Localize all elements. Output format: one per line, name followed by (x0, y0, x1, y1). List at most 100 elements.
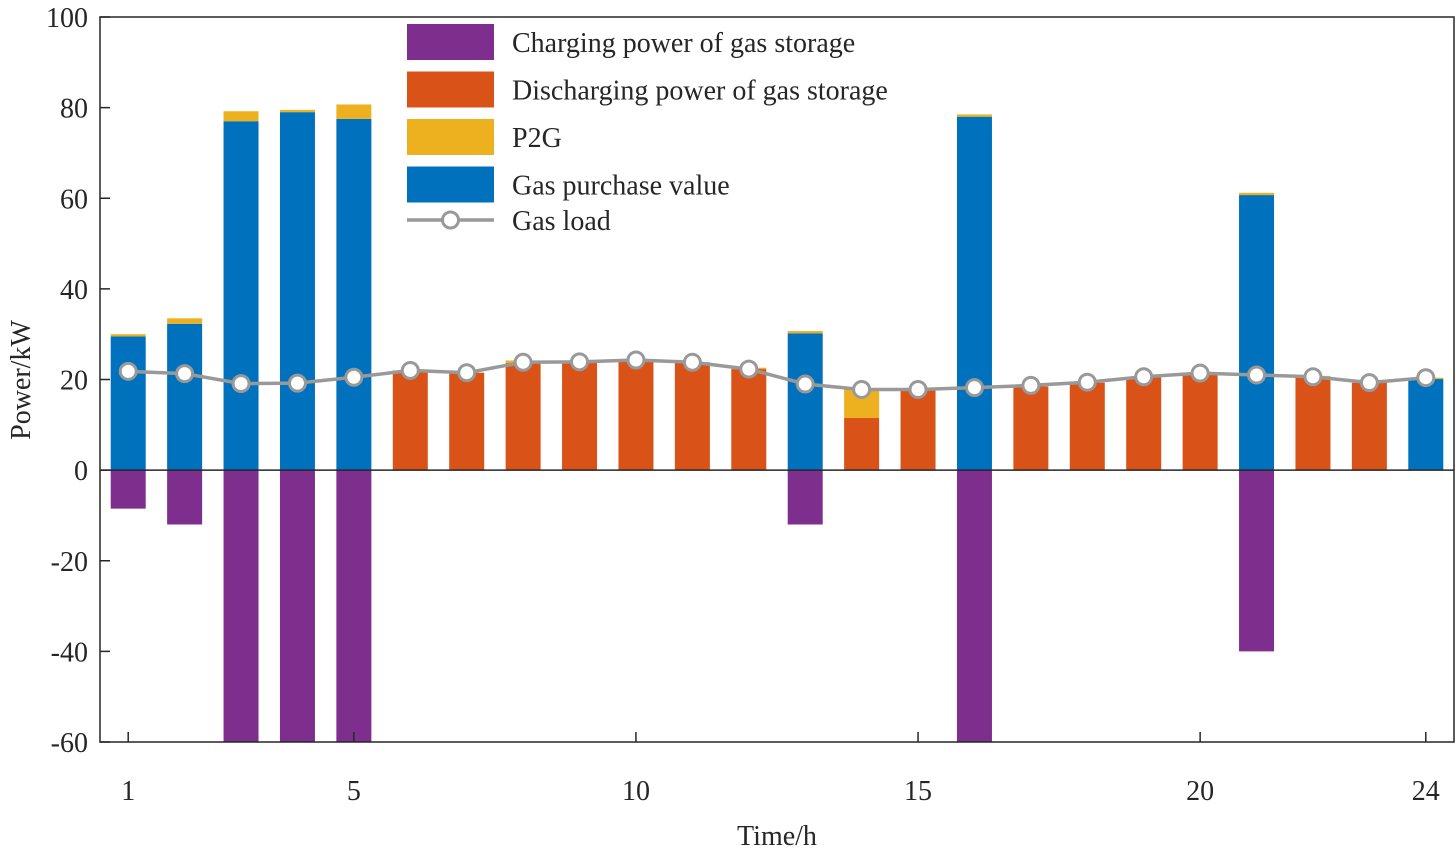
gas-load-point-11 (682, 352, 702, 372)
bar-gas-purchase-value-2 (167, 323, 203, 471)
bars-layer (110, 104, 1444, 742)
bar-discharging-power-of-gas-storage-22 (1295, 377, 1331, 471)
x-tick-label: 10 (622, 776, 650, 807)
legend-entry-gas-purchase-value: Gas purchase value (407, 166, 730, 203)
y-tick-label: -20 (51, 547, 88, 578)
y-tick-label: 100 (46, 3, 88, 34)
bar-discharging-power-of-gas-storage-17 (1013, 386, 1049, 471)
bar-discharging-power-of-gas-storage-23 (1351, 382, 1387, 471)
gas-load-point-14 (852, 379, 872, 399)
bar-gas-purchase-value-21 (1239, 195, 1275, 471)
bar-discharging-power-of-gas-storage-20 (1182, 373, 1218, 471)
bar-p2g-4 (279, 109, 315, 113)
gas-load-point-10 (626, 350, 646, 370)
gas-load-point-6 (400, 360, 420, 380)
bar-gas-purchase-value-16 (956, 116, 992, 471)
legend-label-charging-power-of-gas-storage: Charging power of gas storage (512, 28, 855, 59)
legend-swatch-charging-power-of-gas-storage (407, 24, 494, 60)
bar-gas-purchase-value-3 (223, 121, 259, 471)
y-axis-ticks: -60 -40 -20 0 20 40 60 80 100 (46, 3, 110, 759)
gas-load-point-8 (513, 352, 533, 372)
bar-charging-power-of-gas-storage-1 (110, 470, 146, 509)
gas-load-point-12 (739, 359, 759, 379)
legend-entry-discharging-power-of-gas-storage: Discharging power of gas storage (407, 71, 888, 108)
bar-charging-power-of-gas-storage-16 (956, 470, 992, 742)
gas-load-point-9 (570, 352, 590, 372)
x-tick-label: 15 (904, 776, 932, 807)
gas-load-point-15 (908, 379, 928, 399)
x-tick-label: 20 (1186, 776, 1214, 807)
bar-p2g-21 (1239, 192, 1275, 196)
x-axis-ticks: 1 5 10 15 20 24 (121, 732, 1440, 807)
legend-entry-p2g: P2G (407, 119, 562, 155)
legend-label-discharging-power-of-gas-storage: Discharging power of gas storage (512, 76, 888, 107)
gas-load-point-3 (231, 374, 251, 394)
bar-charging-power-of-gas-storage-13 (787, 470, 823, 525)
y-tick-label: -40 (51, 637, 88, 668)
y-tick-label: 0 (74, 456, 88, 487)
legend-swatch-p2g (407, 119, 494, 155)
gas-load-point-2 (175, 364, 195, 384)
bar-p2g-16 (956, 114, 992, 117)
legend-swatch-discharging-power-of-gas-storage (407, 71, 494, 108)
gas-load-point-22 (1303, 367, 1323, 387)
gas-load-point-16 (964, 378, 984, 398)
bar-discharging-power-of-gas-storage-15 (900, 389, 936, 471)
y-tick-label: 60 (60, 184, 88, 215)
legend-label-p2g: P2G (512, 123, 562, 154)
bar-charging-power-of-gas-storage-5 (336, 470, 372, 742)
bar-charging-power-of-gas-storage-3 (223, 470, 259, 742)
bar-gas-purchase-value-1 (110, 336, 146, 471)
bar-gas-purchase-value-24 (1408, 379, 1444, 471)
bar-discharging-power-of-gas-storage-14 (844, 418, 880, 471)
gas-load-point-24 (1416, 368, 1436, 388)
gas-load-point-19 (1134, 367, 1154, 387)
bar-gas-purchase-value-13 (787, 333, 823, 471)
bar-discharging-power-of-gas-storage-18 (1069, 382, 1105, 471)
bar-p2g-5 (336, 104, 372, 119)
bar-charging-power-of-gas-storage-4 (279, 470, 315, 742)
bar-discharging-power-of-gas-storage-6 (392, 370, 428, 471)
y-tick-label: 20 (60, 366, 88, 397)
gas-load-point-13 (795, 374, 815, 394)
legend-swatch-gas-purchase-value (407, 166, 494, 203)
gas-load-point-1 (118, 361, 138, 381)
x-tick-label: 24 (1412, 776, 1440, 807)
legend-entry-gas-load: Gas load (407, 206, 611, 237)
legend: Charging power of gas storage Discharging… (407, 24, 888, 237)
gas-load-point-23 (1359, 373, 1379, 393)
x-axis-label: Time/h (737, 821, 817, 852)
gas-load-point-17 (1021, 375, 1041, 395)
gas-load-point-20 (1190, 363, 1210, 383)
y-axis-label: Power/kW (6, 320, 37, 440)
bar-discharging-power-of-gas-storage-9 (562, 362, 598, 471)
bar-charging-power-of-gas-storage-2 (167, 470, 203, 525)
bar-discharging-power-of-gas-storage-10 (618, 360, 654, 471)
gas-load-line-layer (118, 350, 1436, 399)
x-tick-label: 5 (347, 776, 361, 807)
gas-load-point-5 (344, 367, 364, 387)
x-tick-label: 1 (121, 776, 135, 807)
bar-discharging-power-of-gas-storage-11 (674, 362, 710, 471)
gas-load-point-7 (457, 363, 477, 383)
bar-discharging-power-of-gas-storage-8 (505, 362, 541, 471)
bar-charging-power-of-gas-storage-21 (1239, 470, 1275, 652)
legend-label-gas-load: Gas load (512, 206, 611, 237)
legend-entry-charging-power-of-gas-storage: Charging power of gas storage (407, 24, 855, 60)
y-tick-label: 80 (60, 94, 88, 125)
bar-p2g-1 (110, 334, 146, 337)
bar-discharging-power-of-gas-storage-7 (449, 372, 485, 471)
y-tick-label: -60 (51, 728, 88, 759)
y-tick-label: 40 (60, 275, 88, 306)
bar-discharging-power-of-gas-storage-19 (1126, 377, 1162, 471)
legend-swatch-marker (441, 210, 460, 230)
gas-load-point-4 (287, 373, 307, 393)
bar-p2g-3 (223, 111, 259, 122)
gas-load-point-18 (1077, 372, 1097, 392)
bar-gas-purchase-value-5 (336, 118, 372, 471)
gas-load-point-21 (1247, 365, 1267, 385)
bar-gas-purchase-value-4 (279, 112, 315, 471)
legend-label-gas-purchase-value: Gas purchase value (512, 171, 730, 202)
bar-discharging-power-of-gas-storage-12 (731, 369, 767, 471)
